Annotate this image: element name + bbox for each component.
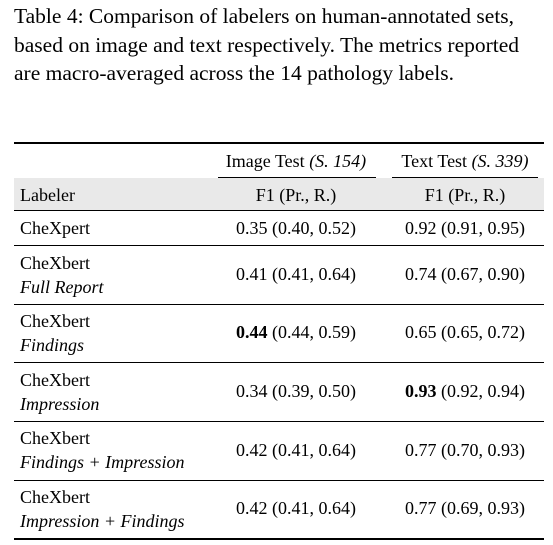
header-row-shade [14,178,544,210]
image-pr: (0.41, 0.64) [272,440,356,460]
text-metric-cell: 0.65 (0.65, 0.72) [386,320,544,344]
text-test-count: (S. 339) [471,151,529,171]
text-metric-cell: 0.77 (0.69, 0.93) [386,496,544,520]
table-bottom-rule [14,538,544,540]
labeler-name: CheXbert [20,311,90,331]
text-pr: (0.70, 0.93) [441,440,525,460]
image-test-count: (S. 154) [309,151,367,171]
image-pr: (0.41, 0.64) [272,264,356,284]
labeler-name: CheXbert [20,253,90,273]
text-pr: (0.69, 0.93) [441,498,525,518]
labeler-name: CheXpert [20,218,90,238]
row-divider [14,245,544,246]
image-test-header: Image Test (S. 154) [210,149,382,173]
image-pr: (0.44, 0.59) [272,322,356,342]
image-pr: (0.39, 0.50) [272,381,356,401]
text-f1: 0.77 [405,498,437,518]
text-pr: (0.65, 0.72) [441,322,525,342]
text-metric-cell: 0.92 (0.91, 0.95) [386,216,544,240]
text-f1: 0.74 [405,264,437,284]
text-test-label: Text Test [401,151,468,171]
labeler-variant: Findings + Impression [20,452,185,472]
image-f1: 0.44 [236,322,268,342]
row-divider [14,421,544,422]
text-f1: 0.77 [405,440,437,460]
text-metric-cell: 0.93 (0.92, 0.94) [386,379,544,403]
text-test-header: Text Test (S. 339) [386,149,544,173]
image-pr: (0.41, 0.64) [272,498,356,518]
labeler-column-header: Labeler [20,185,75,205]
text-f1: 0.92 [405,218,437,238]
labeler-name: CheXbert [20,487,90,507]
table-caption: Table 4: Comparison of labelers on human… [14,4,520,85]
image-metric-header: F1 (Pr., R.) [255,185,337,205]
text-metric-header: F1 (Pr., R.) [424,185,506,205]
text-pr: (0.91, 0.95) [441,218,525,238]
labeler-variant: Impression + Findings [20,511,185,531]
text-f1: 0.65 [405,322,437,342]
image-metric-cell: 0.35 (0.40, 0.52) [210,216,382,240]
labeler-name: CheXbert [20,370,90,390]
image-metric-cell: 0.42 (0.41, 0.64) [210,438,382,462]
image-test-cmidrule [218,177,376,178]
text-pr: (0.92, 0.94) [441,381,525,401]
image-metric-cell: 0.41 (0.41, 0.64) [210,262,382,286]
text-metric-cell: 0.77 (0.70, 0.93) [386,438,544,462]
row-divider [14,362,544,363]
header-bottom-rule [14,210,544,211]
text-metric-cell: 0.74 (0.67, 0.90) [386,262,544,286]
image-pr: (0.40, 0.52) [272,218,356,238]
image-metric-cell: 0.44 (0.44, 0.59) [210,320,382,344]
image-metric-cell: 0.42 (0.41, 0.64) [210,496,382,520]
image-f1: 0.42 [236,498,268,518]
table-top-rule [14,142,544,144]
image-f1: 0.35 [236,218,268,238]
labeler-name: CheXbert [20,428,90,448]
row-divider [14,304,544,305]
labeler-variant: Impression [20,394,100,414]
image-f1: 0.42 [236,440,268,460]
image-f1: 0.34 [236,381,268,401]
text-test-cmidrule [392,177,538,178]
labeler-variant: Full Report [20,277,104,297]
row-divider [14,480,544,481]
image-metric-cell: 0.34 (0.39, 0.50) [210,379,382,403]
labeler-variant: Findings [20,335,85,355]
text-pr: (0.67, 0.90) [441,264,525,284]
text-f1: 0.93 [405,381,437,401]
image-f1: 0.41 [236,264,268,284]
image-test-label: Image Test [225,151,305,171]
